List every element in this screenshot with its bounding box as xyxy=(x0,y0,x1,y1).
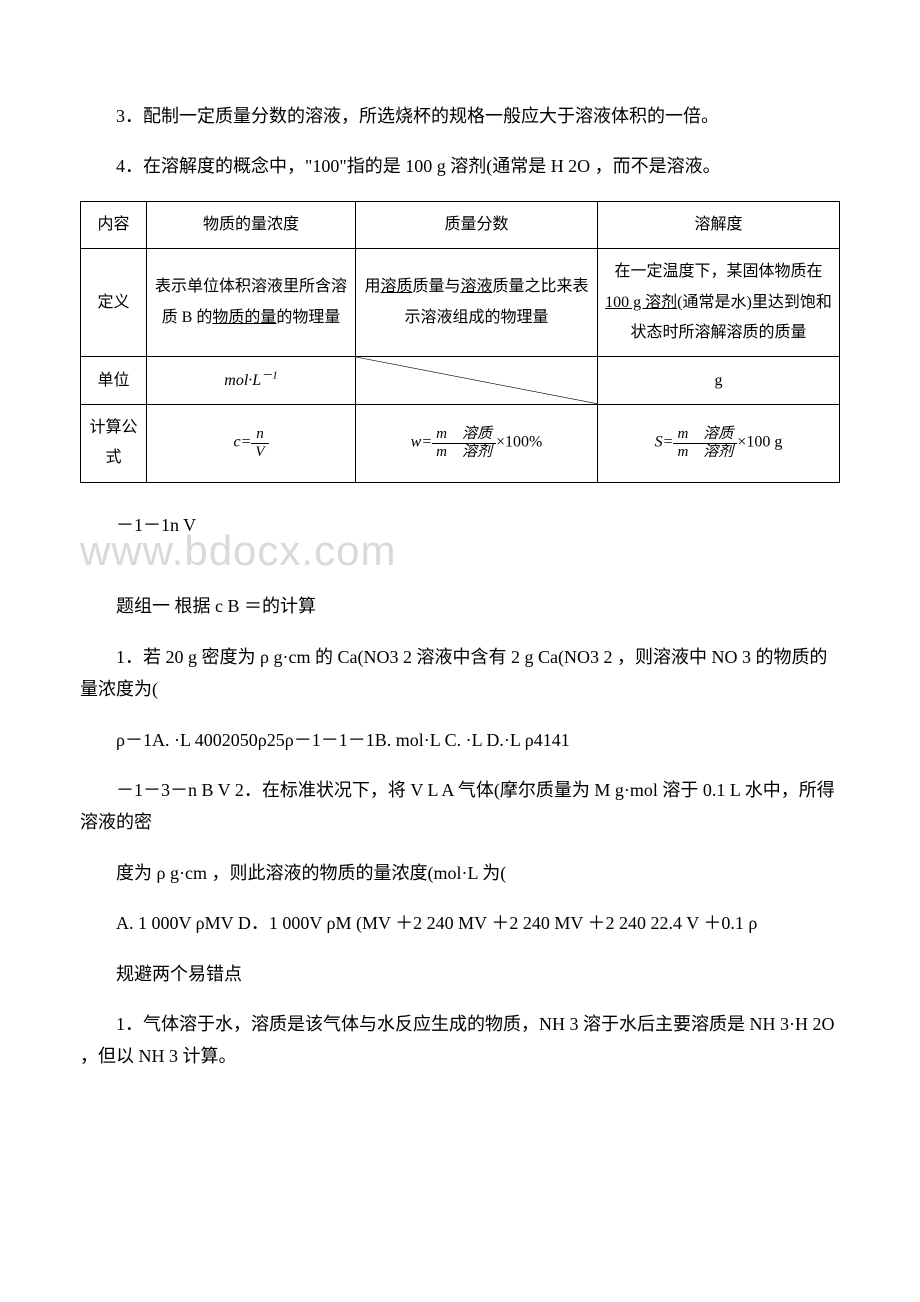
table-row: 计算公式 c=nV w=m 溶质m 溶剂×100% S=m 溶质m 溶剂×100… xyxy=(81,405,840,483)
overlay-line-1: －1－1n V xyxy=(80,509,840,541)
table-row: 内容 物质的量浓度 质量分数 溶解度 xyxy=(81,201,840,248)
question-1: 1．若 20 g 密度为 ρ g·cm 的 Ca(NO3 2 溶液中含有 2 g… xyxy=(80,641,840,706)
text: 质量与 xyxy=(412,278,460,295)
fraction: m 溶质m 溶剂 xyxy=(432,426,496,460)
row-label-definition: 定义 xyxy=(81,249,147,357)
unit-solubility: g xyxy=(598,357,840,405)
formula-tail: ×100 g xyxy=(737,434,782,451)
denominator: m 溶剂 xyxy=(673,444,737,461)
overlay-line-2: 题组一 根据 c B ＝的计算 xyxy=(80,590,840,622)
header-concentration: 物质的量浓度 xyxy=(147,201,356,248)
denominator: m 溶剂 xyxy=(432,444,496,461)
fraction: m 溶质m 溶剂 xyxy=(673,426,737,460)
text-underline: 溶液 xyxy=(461,278,493,295)
text-underline: 物质的量 xyxy=(212,309,276,326)
comparison-table: 内容 物质的量浓度 质量分数 溶解度 定义 表示单位体积溶液里所含溶质 B 的物… xyxy=(80,201,840,483)
text: 在一定温度下，某固体物质在 xyxy=(614,263,822,280)
question-2b: 度为 ρ g·cm ，则此溶液的物质的量浓度(mol·L 为( xyxy=(80,857,840,889)
def-solubility: 在一定温度下，某固体物质在 100 g 溶剂(通常是水)里达到饱和状态时所溶解溶… xyxy=(598,249,840,357)
row-label-unit: 单位 xyxy=(81,357,147,405)
formula-concentration: c=nV xyxy=(147,405,356,483)
def-mass-fraction: 用溶质质量与溶液质量之比来表示溶液组成的物理量 xyxy=(356,249,598,357)
numerator: n xyxy=(251,426,268,444)
unit-text: mol·L－1 xyxy=(224,372,277,389)
formula-lhs: w xyxy=(411,434,422,451)
numerator: m 溶质 xyxy=(432,426,496,444)
paragraph-3: 3．配制一定质量分数的溶液，所选烧杯的规格一般应大于溶液体积的一倍。 xyxy=(80,100,840,132)
question-1-options: ρ－1A. ·L 4002050ρ25ρ－1－1－1B. mol·L C. ·L… xyxy=(80,724,840,756)
def-concentration: 表示单位体积溶液里所含溶质 B 的物质的量的物理量 xyxy=(147,249,356,357)
numerator: m 溶质 xyxy=(673,426,737,444)
row-label-formula: 计算公式 xyxy=(81,405,147,483)
table-row: 单位 mol·L－1 g xyxy=(81,357,840,405)
formula-lhs: c xyxy=(233,434,240,451)
text: 用 xyxy=(364,278,380,295)
formula-lhs: S xyxy=(655,434,663,451)
formula-solubility: S=m 溶质m 溶剂×100 g xyxy=(598,405,840,483)
question-2-options: A. 1 000V ρMV D．1 000V ρM (MV ＋2 240 MV … xyxy=(80,907,840,939)
header-mass-fraction: 质量分数 xyxy=(356,201,598,248)
paragraph-4: 4．在溶解度的概念中，"100"指的是 100 g 溶剂(通常是 H 2O ，而… xyxy=(80,150,840,182)
question-2a: －1－3－n B V 2．在标准状况下，将 V L A 气体(摩尔质量为 M g… xyxy=(80,774,840,839)
text: 的物理量 xyxy=(276,309,340,326)
section-heading: 规避两个易错点 xyxy=(80,958,840,990)
text-underline: 100 g 溶剂 xyxy=(605,294,677,311)
note-1: 1．气体溶于水，溶质是该气体与水反应生成的物质，NH 3 溶于水后主要溶质是 N… xyxy=(80,1008,840,1073)
header-content: 内容 xyxy=(81,201,147,248)
denominator: V xyxy=(251,444,268,461)
unit-mass-fraction-empty xyxy=(356,357,598,405)
diagonal-line-icon xyxy=(356,357,597,404)
text-underline: 溶质 xyxy=(380,278,412,295)
fraction: nV xyxy=(251,426,268,460)
table-row: 定义 表示单位体积溶液里所含溶质 B 的物质的量的物理量 用溶质质量与溶液质量之… xyxy=(81,249,840,357)
header-solubility: 溶解度 xyxy=(598,201,840,248)
formula-tail: ×100% xyxy=(496,434,542,451)
unit-concentration: mol·L－1 xyxy=(147,357,356,405)
formula-mass-fraction: w=m 溶质m 溶剂×100% xyxy=(356,405,598,483)
